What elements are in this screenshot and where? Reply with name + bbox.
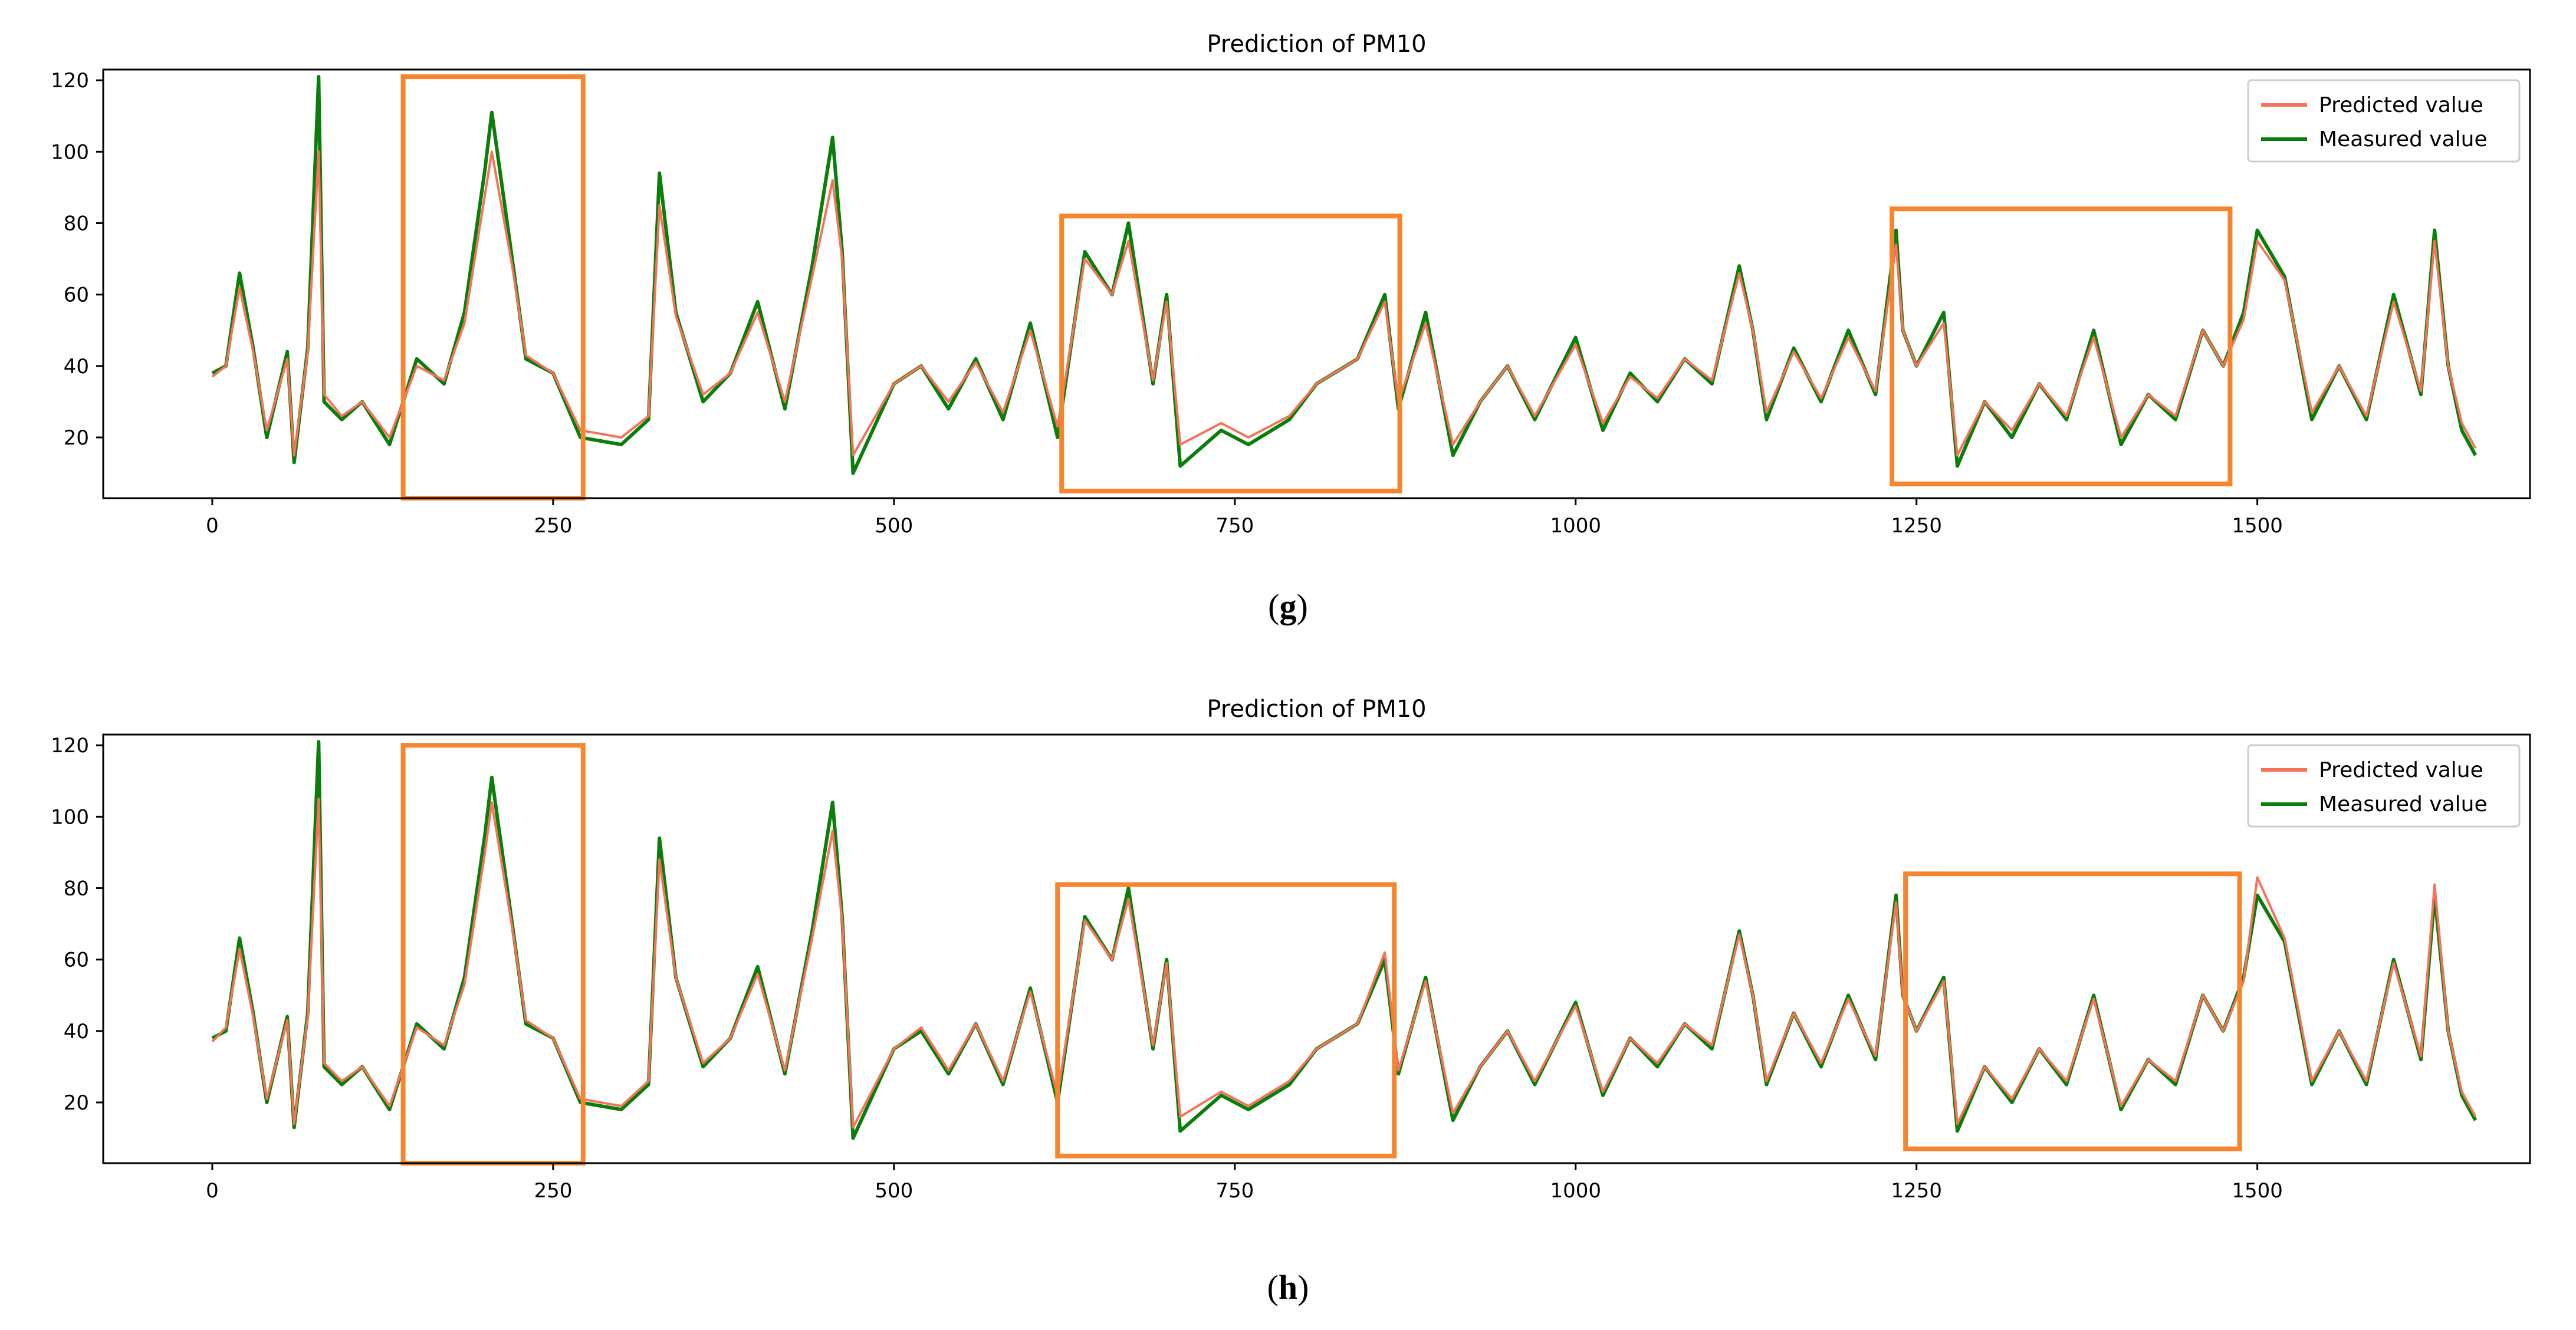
x-tick-label: 750 [1215,1179,1254,1203]
highlight-box-3 [1890,206,2233,486]
y-tick-label: 80 [64,877,89,901]
y-tick-label: 120 [51,734,89,758]
chart-title: Prediction of PM10 [1207,31,1426,58]
chart-panel-h: Prediction of PM10 0 250 500 750 1000 1250 1500… [0,665,2576,1330]
y-tick-label: 60 [64,284,89,307]
chart-panel-g: Prediction of PM10 0 250 500 750 1000 1250 1500… [51,31,2531,538]
x-tick-label: 750 [1215,514,1254,538]
y-tick-label: 100 [51,140,89,164]
caption-h: (h) [1267,1268,1309,1306]
x-tick-label: 1250 [1891,514,1942,538]
x-tick-label: 0 [206,1179,219,1203]
chart-h: Prediction of PM10 0 250 500 750 1000 1250 1500… [51,696,2531,1203]
highlight-box-2 [1059,213,1402,493]
legend-label-measured: Measured value [2319,127,2488,152]
legend-box [2247,79,2521,163]
chart-title: Prediction of PM10 [1207,696,1426,723]
x-tick-label: 1000 [1550,1179,1601,1203]
x-tick-label: 1500 [2232,1179,2283,1203]
x-tick-label: 250 [534,514,572,538]
plot-frame [102,733,2531,1164]
legend-box [2247,744,2521,828]
highlight-box-2 [1055,882,1397,1158]
legend-label-predicted: Predicted value [2319,758,2483,782]
x-tick-label: 0 [206,514,219,538]
caption-g: (g) [1268,587,1308,626]
x-tick-label: 1250 [1891,1179,1942,1203]
chart-g: Prediction of PM10 0 250 500 750 1000 1250 1500… [51,31,2531,538]
y-tick-label: 100 [51,805,89,829]
y-tick-label: 120 [51,69,89,93]
y-tick-label: 20 [64,1091,89,1115]
highlight-box-3 [1903,871,2242,1151]
legend-label-predicted: Predicted value [2319,93,2483,117]
legend-label-measured: Measured value [2319,792,2488,817]
y-tick-label: 80 [64,212,89,236]
x-tick-label: 500 [875,514,913,538]
y-tick-label: 40 [64,355,89,378]
x-tick-label: 1000 [1550,514,1601,538]
x-tick-label: 1500 [2232,514,2283,538]
series-line-predicted [211,150,2477,457]
plot-frame [102,68,2531,499]
y-tick-label: 20 [64,426,89,450]
y-tick-label: 60 [64,949,89,972]
y-tick-label: 40 [64,1020,89,1043]
highlight-box-1 [400,74,586,501]
x-tick-label: 250 [534,1179,572,1203]
x-tick-label: 500 [875,1179,913,1203]
series-line-predicted [211,798,2477,1129]
